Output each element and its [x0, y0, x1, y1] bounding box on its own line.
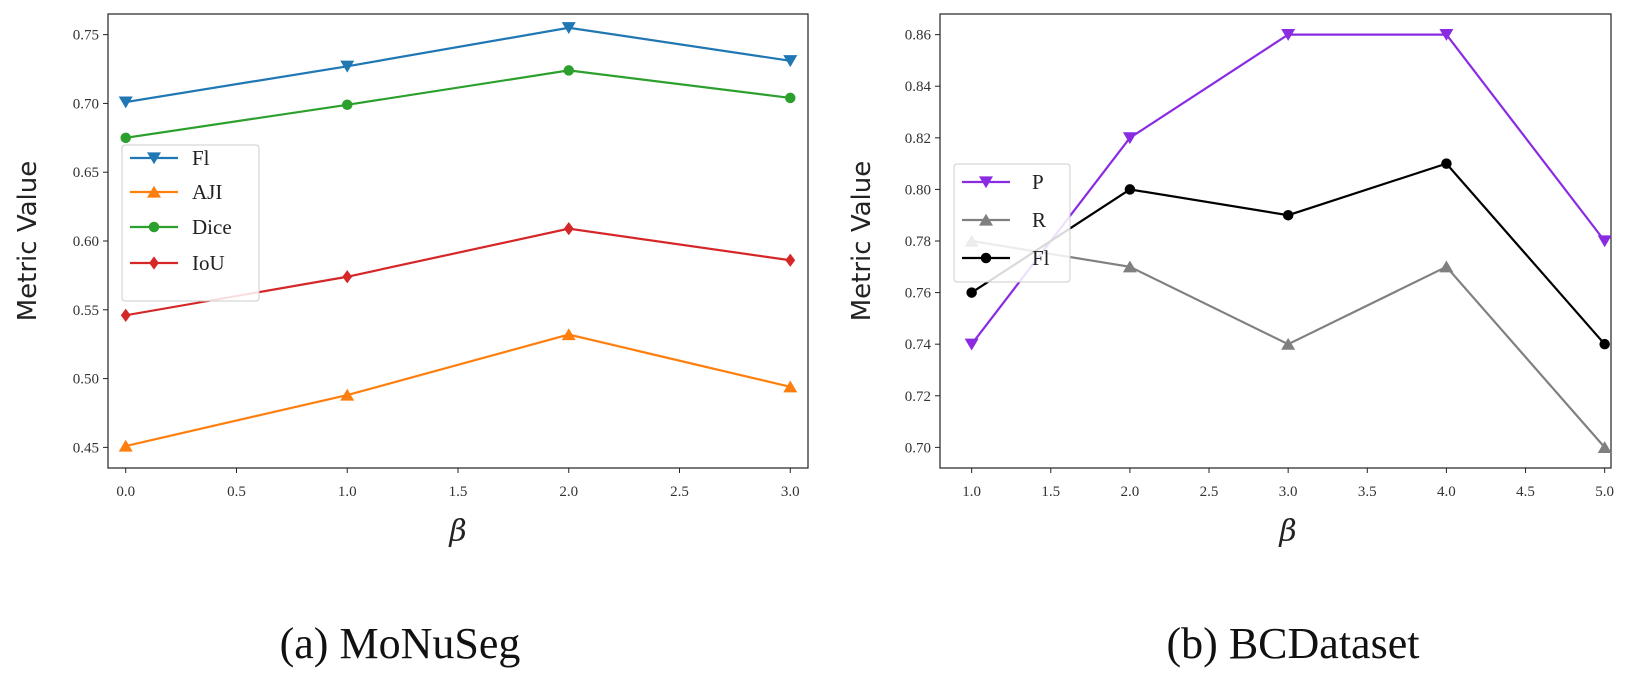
legend-label-r: R	[1032, 208, 1046, 232]
data-point-p	[964, 338, 979, 351]
x-tick-label: 1.5	[449, 484, 468, 500]
y-tick-label: 0.45	[73, 440, 99, 456]
y-tick-label: 0.75	[73, 28, 99, 44]
data-point-fl	[783, 55, 798, 68]
legend-label-p: P	[1032, 170, 1044, 194]
y-tick-label: 0.80	[905, 182, 931, 198]
data-point-iou	[120, 308, 131, 322]
x-tick-label: 4.5	[1516, 484, 1535, 500]
y-tick-label: 0.55	[73, 303, 99, 319]
data-point-aji	[340, 388, 355, 401]
legend-label-fl: Fl	[192, 146, 210, 170]
data-point-dice	[120, 132, 131, 144]
y-tick-label: 0.50	[73, 372, 99, 388]
series-line-dice	[125, 69, 791, 139]
data-point-p	[1597, 235, 1612, 248]
data-point-aji	[118, 439, 133, 452]
data-point-fl	[118, 96, 133, 109]
chart-b: 0.70 0.72 0.74 0.76 0.78 0.80 0.82 0.84 0.86 1.0…	[847, 13, 1614, 668]
data-point-p	[1281, 29, 1296, 41]
data-point-aji	[561, 328, 576, 341]
legend-a: Fl AJI Dice IoU	[121, 144, 260, 302]
x-tick-label: 0.5	[227, 484, 246, 500]
data-point-dice	[563, 65, 575, 76]
y-tick-label: 0.70	[905, 440, 931, 456]
y-axis-label-b: Metric Value	[847, 161, 877, 322]
legend-marker-fl	[980, 252, 992, 264]
y-tick-label: 0.70	[73, 96, 99, 112]
legend-marker-dice	[148, 221, 160, 233]
data-point-iou	[563, 221, 574, 236]
y-tick-label: 0.65	[73, 165, 99, 181]
legend-label-fl: Fl	[1032, 246, 1050, 270]
chart-a: 0.45 0.50 0.55 0.60 0.65 0.70 0.75 0.0 0.5 1.0 1.…	[13, 13, 809, 668]
y-tick-label: 0.84	[905, 79, 932, 95]
data-point-fl	[1441, 158, 1452, 169]
legend-box-b	[953, 163, 1071, 283]
data-point-r	[1597, 441, 1612, 453]
x-axis-label-a: β	[448, 514, 466, 549]
x-tick-label: 1.0	[338, 484, 357, 500]
x-axis-label-b: β	[1278, 514, 1296, 549]
y-tick-label: 0.60	[73, 234, 99, 250]
legend-label-iou: IoU	[192, 251, 225, 275]
y-tick-label: 0.76	[905, 286, 932, 302]
x-tick-label: 2.0	[559, 484, 578, 500]
legend-marker-p	[979, 176, 993, 189]
x-tick-label: 4.0	[1437, 484, 1456, 500]
data-point-fl	[561, 22, 576, 35]
data-point-dice	[785, 92, 796, 104]
legend-label-aji: AJI	[192, 180, 222, 204]
x-tick-label: 5.0	[1595, 484, 1614, 500]
y-tick-label: 0.72	[905, 389, 931, 405]
data-point-iou	[785, 253, 796, 267]
legend-label-dice: Dice	[192, 215, 232, 239]
x-tick-label: 2.5	[670, 484, 689, 500]
data-point-fl	[1282, 209, 1294, 221]
x-tick-label: 3.0	[781, 484, 800, 500]
data-point-fl	[340, 60, 355, 73]
legend-marker-fl	[147, 152, 161, 165]
x-tick-label: 1.0	[962, 484, 981, 500]
legend-marker-aji	[147, 185, 161, 198]
data-point-iou	[342, 270, 353, 284]
y-tick-label: 0.74	[905, 337, 932, 353]
y-tick-label: 0.82	[905, 131, 931, 147]
legend-b: PR Fl	[953, 163, 1071, 283]
data-point-dice	[341, 99, 353, 111]
x-tick-label: 1.5	[1041, 484, 1060, 500]
data-point-fl	[1599, 338, 1610, 350]
y-tick-label: 0.86	[905, 28, 932, 44]
legend-box-a	[121, 144, 260, 302]
data-point-fl	[1124, 184, 1136, 195]
data-point-aji	[783, 380, 798, 393]
series-line-aji	[125, 333, 791, 448]
data-point-p	[1122, 132, 1137, 145]
x-tick-label: 3.0	[1279, 484, 1298, 500]
data-point-r	[1439, 260, 1454, 273]
caption-b: (b) BCDataset	[1167, 619, 1420, 668]
legend-marker-iou	[149, 256, 159, 270]
series-line-fl	[125, 26, 791, 104]
x-tick-label: 0.0	[116, 484, 135, 500]
data-point-p	[1439, 29, 1454, 41]
data-point-fl	[966, 287, 977, 298]
x-tick-label: 3.5	[1358, 484, 1377, 500]
x-tick-label: 2.5	[1200, 484, 1219, 500]
data-point-r	[1281, 337, 1296, 350]
legend-marker-r	[979, 213, 993, 226]
y-tick-label: 0.78	[905, 234, 931, 250]
y-axis-label-a: Metric Value	[13, 161, 43, 322]
x-tick-label: 2.0	[1121, 484, 1140, 500]
caption-a: (a) MoNuSeg	[280, 619, 521, 668]
data-point-r	[1122, 260, 1137, 273]
